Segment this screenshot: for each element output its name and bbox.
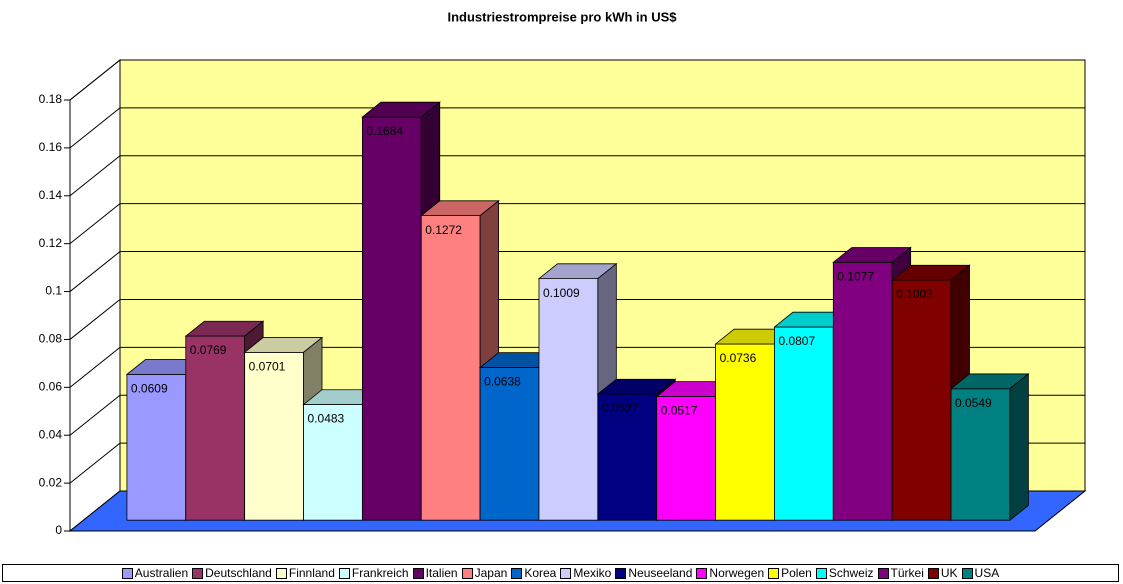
legend-swatch — [815, 567, 827, 579]
legend-item: USA — [961, 566, 1000, 580]
legend-item: Italien — [412, 566, 458, 580]
legend-label: USA — [974, 566, 1000, 580]
data-label: 0.0527 — [602, 401, 639, 415]
legend-swatch — [192, 567, 204, 579]
data-label: 0.0701 — [249, 360, 286, 374]
legend-swatch — [560, 567, 572, 579]
grid-line — [69, 251, 1085, 292]
y-tick-label: 0.08 — [39, 332, 63, 346]
grid-line — [69, 203, 1085, 245]
y-tick-label: 0.04 — [39, 427, 63, 441]
chart-title: Industriestrompreise pro kWh in US$ — [448, 9, 678, 24]
legend-label: Türkei — [890, 566, 924, 580]
legend-item: Korea — [511, 566, 556, 580]
bar-front — [774, 326, 834, 521]
data-label: 0.0609 — [131, 382, 168, 396]
legend-label: Japan — [474, 566, 508, 580]
data-label: 0.0807 — [778, 334, 815, 348]
legend-label: Deutschland — [205, 566, 272, 580]
data-label: 0.0736 — [720, 351, 757, 365]
legend-item: UK — [927, 566, 958, 580]
data-label: 0.1077 — [837, 269, 874, 283]
bar-front — [420, 215, 481, 521]
legend-item: Türkei — [877, 566, 924, 580]
data-label: 0.1272 — [425, 223, 462, 237]
y-tick-label: 0.12 — [39, 236, 63, 250]
legend-item: Deutschland — [192, 566, 272, 580]
chart: Industriestrompreise pro kWh in US$ 0 0.0… — [39, 9, 1087, 537]
legend-swatch — [615, 567, 627, 579]
grid-line — [69, 107, 1085, 149]
grid-line — [69, 59, 1085, 101]
legend-swatch — [275, 567, 287, 579]
legend-swatch — [877, 567, 889, 579]
data-label: 0.0769 — [190, 343, 227, 357]
grid-line — [69, 155, 1085, 197]
legend-label: Neuseeland — [628, 566, 693, 580]
bar-side — [1009, 373, 1029, 522]
legend-swatch — [338, 567, 350, 579]
data-label: 0.0638 — [484, 375, 521, 389]
legend-label: Frankreich — [351, 566, 409, 580]
legend-item: Finnland — [275, 566, 335, 580]
legend: Australien Deutschland Finnland Frankreich I… — [2, 564, 1119, 582]
legend-item: Mexiko — [560, 566, 611, 580]
legend-label: Italien — [425, 566, 458, 580]
legend-swatch — [961, 567, 973, 579]
legend-label: Norwegen — [709, 566, 765, 580]
side-wall — [69, 58, 121, 533]
legend-label: Polen — [781, 566, 812, 580]
data-label: 0.1003 — [896, 287, 933, 301]
legend-item: Frankreich — [338, 566, 409, 580]
y-tick-label: 0.06 — [39, 380, 63, 394]
data-label: 0.1684 — [366, 124, 403, 138]
legend-label: Australien — [134, 566, 189, 580]
legend-item: Australien — [121, 566, 189, 580]
bar-front — [185, 335, 246, 521]
y-tick-label: 0.18 — [39, 92, 63, 106]
legend-swatch — [461, 567, 473, 579]
legend-item: Japan — [461, 566, 508, 580]
bar-front — [832, 261, 893, 521]
data-label: 0.0549 — [955, 396, 992, 410]
bar-front — [538, 278, 599, 521]
bar-front — [479, 367, 540, 521]
legend-swatch — [927, 567, 939, 579]
grid-line — [69, 298, 1085, 340]
bar-front — [126, 373, 187, 521]
data-label: 0.0517 — [661, 404, 698, 418]
legend-item: Schweiz — [815, 566, 874, 580]
y-tick-label: 0.16 — [39, 140, 63, 154]
legend-item: Polen — [768, 566, 812, 580]
legend-swatch — [768, 567, 780, 579]
legend-item: Norwegen — [696, 566, 764, 580]
data-label: 0.1009 — [543, 286, 580, 300]
y-tick-label: 0.1 — [45, 284, 62, 298]
legend-label: Korea — [524, 566, 557, 580]
legend-label: Schweiz — [828, 566, 874, 580]
bar-front — [891, 279, 952, 521]
y-tick-label: 0.02 — [39, 475, 63, 489]
bar-front — [715, 343, 775, 521]
bar-front — [244, 351, 304, 521]
legend-swatch — [696, 567, 708, 579]
legend-swatch — [511, 567, 523, 579]
legend-swatch — [121, 567, 133, 579]
legend-label: Mexiko — [573, 566, 612, 580]
legend-item: Neuseeland — [615, 566, 692, 580]
bar-front — [361, 116, 422, 521]
legend-label: UK — [940, 566, 958, 580]
legend-label: Finnland — [288, 566, 335, 580]
legend-swatch — [412, 567, 424, 579]
y-tick-label: 0.14 — [39, 188, 63, 202]
data-label: 0.0483 — [308, 412, 345, 426]
y-tick-label: 0 — [55, 523, 62, 537]
